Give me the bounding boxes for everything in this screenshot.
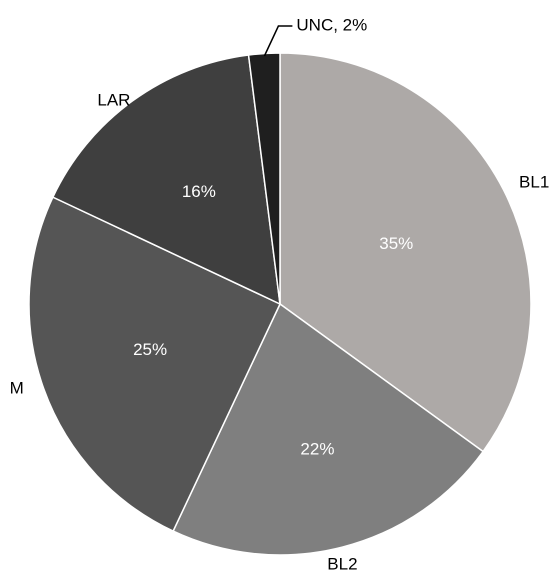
- data-label-lar: 16%: [182, 182, 216, 201]
- category-label-bl2: BL2: [327, 555, 357, 574]
- category-label-bl1: BL1: [519, 173, 549, 192]
- leader-line-unc: [263, 25, 293, 57]
- pie-slice-lar: [51, 54, 281, 306]
- pie-slice-unc: [247, 52, 281, 305]
- data-label-bl2: 22%: [300, 439, 334, 458]
- category-label-m: M: [10, 379, 24, 398]
- pie-labels: 35% BL1 22% BL2 25% M 16% LAR UNC, 2%: [10, 15, 550, 573]
- data-label-m: 25%: [133, 340, 167, 359]
- data-label-bl1: 35%: [379, 234, 413, 253]
- data-label-unc: UNC, 2%: [296, 15, 367, 34]
- pie-slices: [28, 52, 532, 556]
- category-label-lar: LAR: [97, 90, 130, 109]
- pie-slice-bl1: [279, 52, 532, 453]
- pie-slice-m: [28, 196, 281, 533]
